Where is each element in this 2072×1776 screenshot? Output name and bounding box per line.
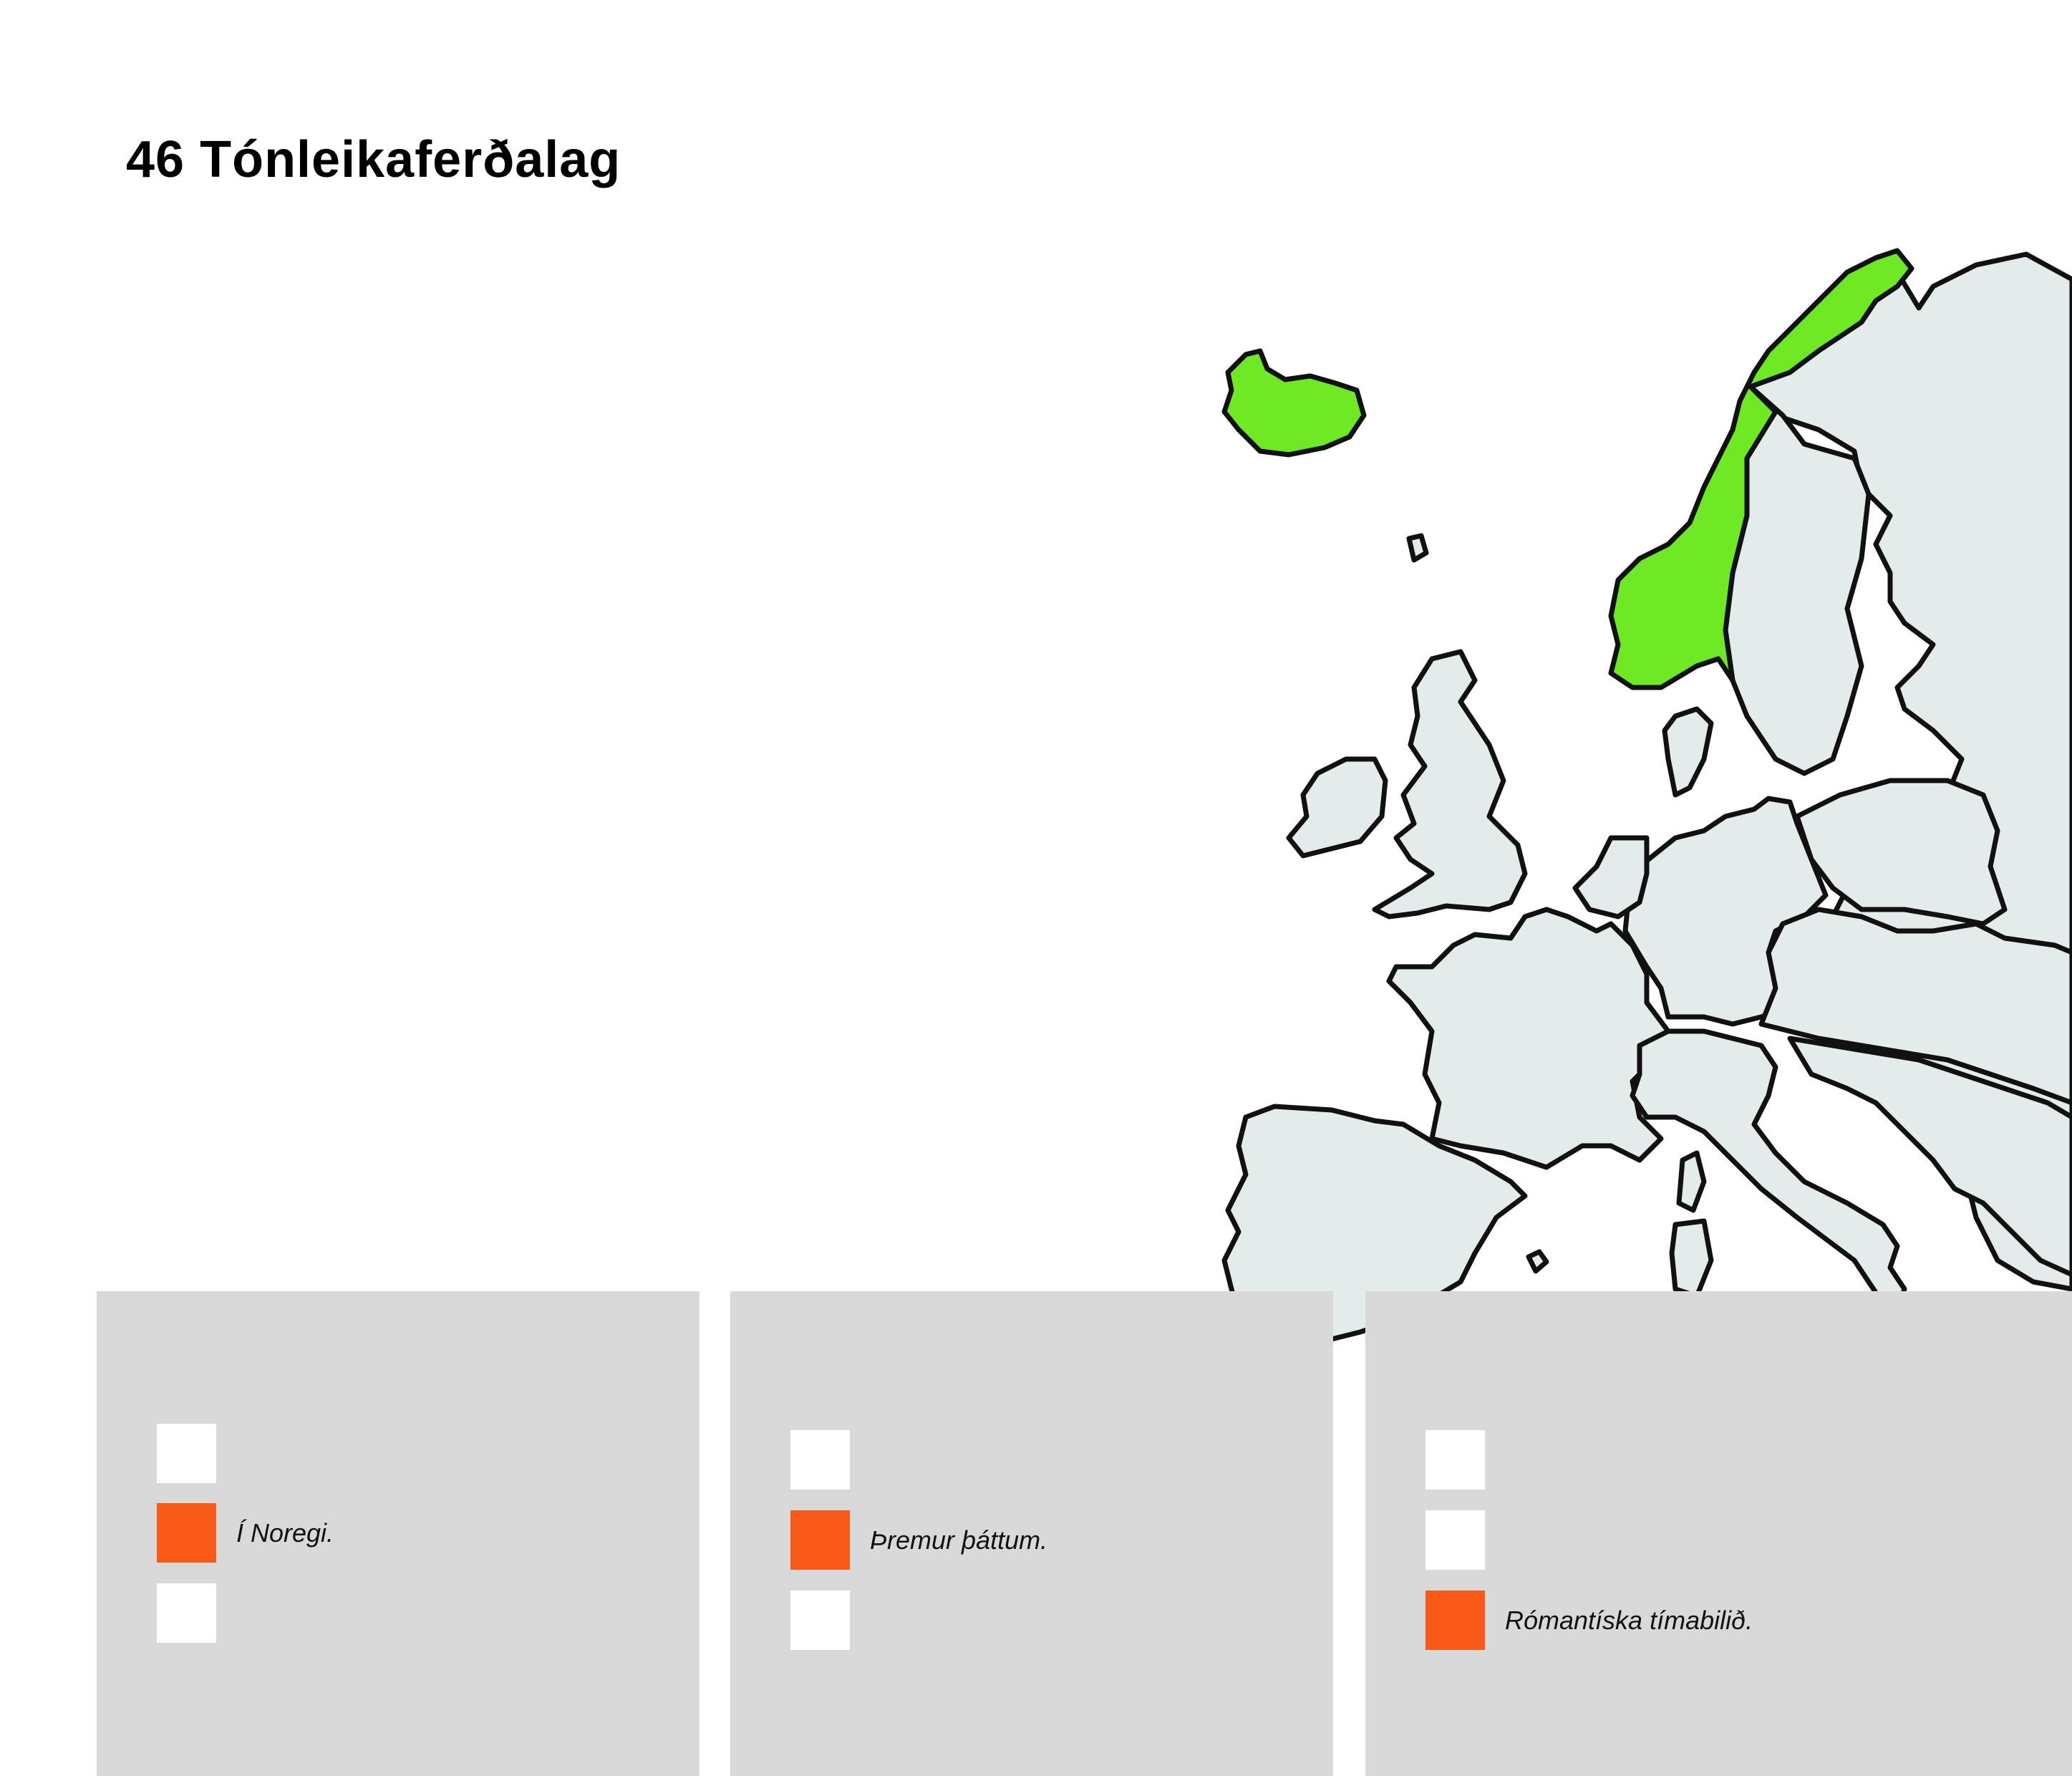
sardinia: [1669, 1218, 1714, 1299]
title-number: 46: [126, 131, 185, 188]
poland: [1794, 778, 2008, 927]
ireland: [1286, 756, 1388, 859]
page-title: 46 Tónleikaferðalag: [126, 129, 621, 190]
answer-label-1b: Í Noregi.: [236, 1518, 334, 1548]
faroe-islands: [1406, 533, 1429, 563]
norway: [1608, 248, 1914, 690]
central-europe: [1758, 907, 2072, 1106]
answer-checkbox-1b[interactable]: [157, 1503, 216, 1563]
answer-checkbox-1c[interactable]: [157, 1583, 216, 1643]
great-britain: [1372, 649, 1528, 920]
answer-checkbox-3a[interactable]: [1425, 1430, 1485, 1490]
question-panel-2: Þremur þáttum.: [730, 1291, 1333, 1776]
answer-label-2b: Þremur þáttum.: [870, 1525, 1048, 1555]
denmark: [1662, 706, 1714, 798]
iceland: [1221, 348, 1367, 458]
answer-checkbox-2a[interactable]: [790, 1430, 850, 1490]
balkans: [1787, 1036, 2072, 1278]
question-panel-1: Í Noregi.: [97, 1291, 699, 1776]
answer-checkbox-1a[interactable]: [157, 1424, 216, 1483]
title-text: Tónleikaferðalag: [200, 131, 621, 188]
answer-label-3c: Rómantíska tímabilið.: [1505, 1606, 1753, 1635]
benelux: [1572, 835, 1650, 920]
france: [1386, 907, 1671, 1170]
answer-checkbox-3b[interactable]: [1425, 1510, 1485, 1570]
answer-checkbox-3c[interactable]: [1425, 1591, 1485, 1650]
answer-checkbox-2c[interactable]: [790, 1591, 850, 1650]
italy: [1630, 1028, 1907, 1313]
majorca: [1526, 1249, 1549, 1274]
answer-checkbox-2b[interactable]: [790, 1510, 850, 1570]
question-panel-3: Rómantíska tímabilið.: [1365, 1291, 2072, 1776]
corsica: [1676, 1150, 1707, 1213]
